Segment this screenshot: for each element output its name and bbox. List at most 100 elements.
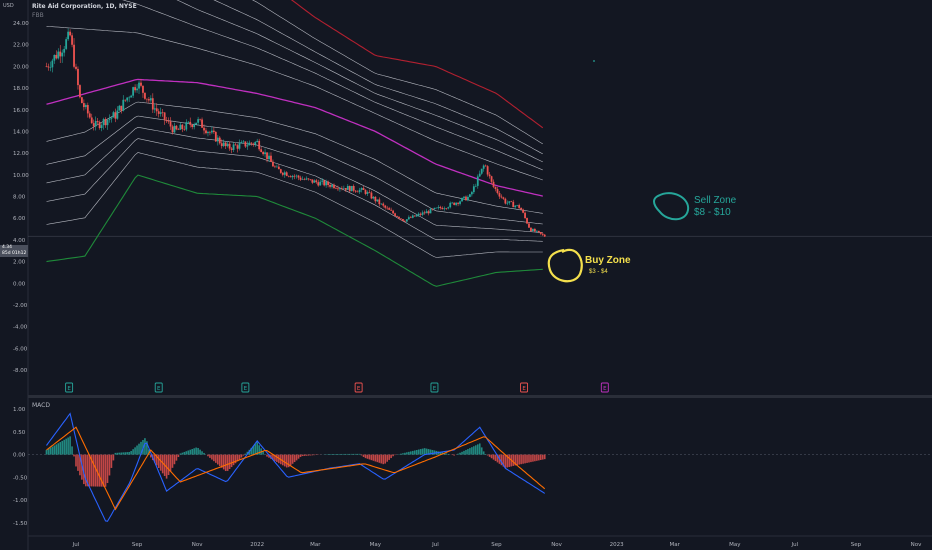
macd-label[interactable]: MACD (32, 402, 50, 409)
candle-body (285, 172, 288, 176)
price-tick-label: 6.00 (13, 216, 26, 222)
candle-body (423, 212, 426, 214)
price-tick-label: 8.00 (13, 195, 26, 201)
earnings-marker (520, 382, 529, 393)
macd-histogram-bar (234, 454, 237, 464)
fib-level-line (46, 126, 543, 233)
time-tick-label: Nov (911, 542, 922, 548)
macd-histogram-bar (159, 454, 162, 471)
macd-histogram-bar (114, 452, 117, 455)
candle-body (331, 184, 333, 187)
macd-histogram-bar (372, 454, 375, 461)
macd-histogram-bar (530, 454, 532, 463)
candle-body (323, 180, 326, 186)
earnings-marker (600, 382, 609, 393)
last-price-value: 4.34 (2, 245, 13, 250)
candle-body (81, 97, 83, 104)
candle-body (171, 126, 174, 133)
macd-histogram-bar (211, 454, 213, 460)
candle-body (504, 198, 507, 204)
candle-body (537, 230, 540, 233)
time-tick-label: Sep (132, 542, 143, 548)
macd-histogram-bar (425, 448, 428, 455)
macd-histogram-bar (266, 454, 268, 457)
candle-body (453, 202, 456, 205)
macd-histogram-bar (392, 454, 394, 457)
price-tick-label: 20.00 (13, 64, 29, 70)
indicator-label[interactable]: FBB (32, 12, 44, 19)
macd-histogram-bar (118, 452, 121, 455)
macd-histogram-bar (374, 454, 377, 462)
macd-histogram-bar (136, 445, 138, 455)
candle-body (329, 185, 331, 187)
fib-level-line (46, 152, 543, 258)
candle-body (187, 121, 190, 123)
candle-body (144, 92, 146, 99)
macd-histogram-bar (175, 454, 178, 461)
candle-body (242, 141, 245, 143)
macd-histogram-bar (512, 454, 515, 466)
earnings-marker (65, 382, 74, 393)
macd-histogram-bar (469, 448, 471, 455)
candle-body (321, 180, 324, 182)
macd-histogram-bar (528, 454, 530, 463)
earnings-marker (354, 382, 363, 393)
fib-level-line (46, 26, 543, 181)
macd-histogram-bar (346, 453, 349, 455)
macd-histogram-bar (410, 451, 412, 455)
fib-level-line (176, 0, 543, 163)
macd-histogram-bar (386, 454, 388, 462)
macd-histogram-bar (236, 454, 239, 462)
candle-body (480, 168, 483, 174)
candle-body (165, 120, 168, 122)
candle-body (289, 176, 292, 178)
candle-body (335, 188, 337, 189)
macd-histogram-bar (244, 453, 247, 455)
candle-body (250, 142, 253, 144)
candle-body (138, 82, 140, 89)
price-tick-label: -8.00 (13, 368, 28, 374)
candle-body (149, 98, 152, 101)
candle-body (469, 194, 471, 197)
candle-body (246, 145, 249, 147)
macd-histogram-bar (476, 444, 479, 455)
macd-histogram-bar (380, 454, 383, 464)
macd-histogram-bar (274, 454, 276, 461)
candle-body (71, 35, 73, 45)
candle-body (124, 99, 127, 101)
macd-histogram-bar (431, 449, 434, 455)
fib-level-line (46, 115, 543, 225)
stray-dot (593, 60, 595, 62)
macd-histogram-bar (506, 454, 509, 468)
macd-histogram-bar (258, 445, 260, 455)
macd-histogram-bar (49, 447, 52, 455)
macd-histogram-bar (540, 454, 542, 460)
candle-body (340, 188, 343, 189)
macd-histogram-bar (484, 454, 487, 455)
macd-histogram-bar (289, 454, 292, 466)
macd-histogram-bar (218, 454, 221, 467)
macd-histogram-bar (262, 451, 264, 455)
candle-body (102, 119, 105, 126)
candle-body (419, 213, 422, 215)
candle-body (57, 51, 60, 59)
macd-histogram-bar (382, 454, 385, 465)
price-tick-label: 16.00 (13, 108, 29, 114)
macd-histogram-bar (256, 442, 258, 455)
macd-histogram-bar (65, 438, 67, 455)
candle-body (467, 196, 469, 201)
macd-histogram-bar (157, 454, 160, 469)
macd-histogram-bar (335, 453, 337, 455)
macd-histogram-bar (102, 454, 105, 487)
macd-histogram-bar (179, 453, 182, 455)
macd-histogram-bar (238, 454, 241, 460)
macd-histogram-bar (75, 454, 77, 467)
time-tick-label: Nov (551, 542, 562, 548)
chart-title[interactable]: Rite Aid Corporation, 1D, NYSE (32, 3, 137, 10)
candle-body (116, 110, 119, 119)
macd-histogram-bar (287, 454, 290, 468)
macd-histogram-bar (169, 454, 172, 472)
candle-body (195, 122, 198, 125)
macd-histogram-bar (100, 454, 103, 487)
candle-body (134, 87, 136, 91)
